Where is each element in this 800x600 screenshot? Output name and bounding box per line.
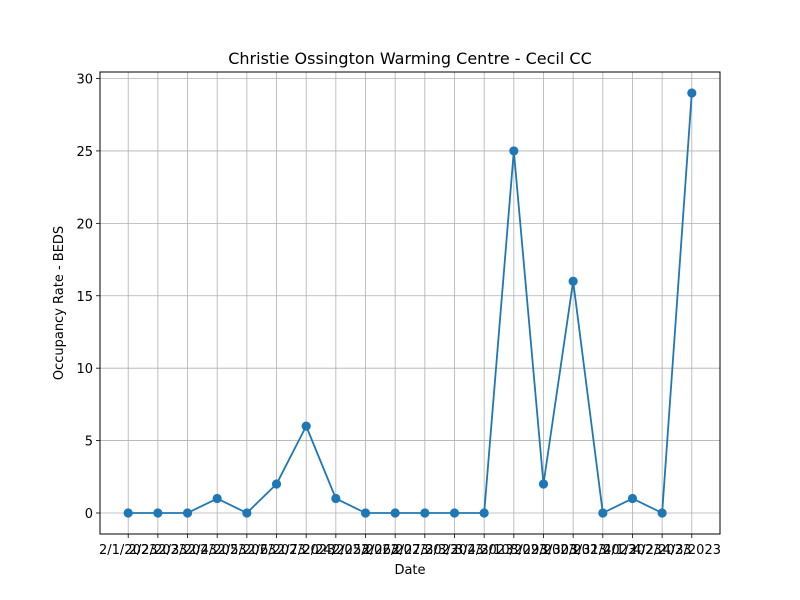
x-tick-label: 4/3/2023 [663, 543, 721, 558]
x-tick-label: 2/3/2023 [158, 543, 216, 558]
x-tick-label: 4/1/2023 [603, 543, 661, 558]
data-point [390, 508, 400, 518]
data-point [627, 493, 638, 504]
x-tick-label: 2/24/2023 [303, 543, 370, 558]
x-axis-title: Date [394, 563, 425, 578]
data-point [538, 479, 549, 489]
x-tick-label: 2/27/2023 [391, 543, 458, 558]
data-point [360, 508, 371, 518]
y-tick-label: 30 [76, 73, 93, 88]
y-tick-label: 0 [85, 507, 93, 522]
x-tick-label: 3/29/2023 [510, 543, 577, 558]
y-tick-label: 25 [76, 145, 93, 160]
plot-frame [99, 71, 721, 535]
x-tick-label: 4/2/2023 [633, 543, 691, 558]
x-tick-label: 2/6/2023 [247, 543, 305, 558]
x-tick-label: 2/5/2023 [218, 543, 276, 558]
x-tick-label: 3/30/2023 [540, 543, 607, 558]
data-point [271, 479, 282, 489]
x-tick-label: 2/7/2023 [277, 543, 335, 558]
data-point [509, 146, 519, 156]
y-tick-label: 5 [85, 435, 93, 450]
y-tick-label: 10 [76, 362, 93, 377]
ticks: 2/1/20232/2/20232/3/20232/4/20232/5/2023… [76, 73, 721, 558]
data-point [301, 421, 311, 431]
data-point [212, 493, 222, 504]
data-point [331, 493, 341, 504]
x-tick-label: 3/10/2023 [480, 543, 547, 558]
x-tick-label: 2/25/2023 [332, 543, 399, 558]
x-tick-label: 3/31/2023 [569, 543, 636, 558]
y-tick-label: 20 [76, 217, 93, 232]
data-point [449, 508, 460, 518]
y-axis-title: Occupancy Rate - BEDS [52, 226, 67, 380]
series-layer [123, 88, 697, 518]
chart-title: Christie Ossington Warming Centre - Ceci… [228, 49, 592, 68]
data-point [123, 508, 133, 518]
data-point [182, 508, 193, 518]
x-tick-label: 2/1/2023 [99, 543, 157, 558]
data-point [420, 508, 430, 518]
y-tick-label: 15 [76, 290, 93, 305]
data-point [568, 276, 578, 286]
data-point [687, 88, 697, 98]
data-point [657, 508, 667, 518]
data-point [153, 508, 163, 518]
x-tick-label: 2/2/2023 [129, 543, 187, 558]
x-tick-label: 2/4/2023 [188, 543, 246, 558]
data-point [598, 508, 608, 518]
x-tick-label: 3/4/2023 [455, 543, 513, 558]
grid [100, 72, 720, 534]
series-line [128, 92, 693, 514]
data-point [242, 508, 252, 518]
x-tick-label: 3/3/2023 [425, 543, 483, 558]
x-tick-label: 2/26/2023 [362, 543, 429, 558]
data-point [479, 508, 489, 518]
